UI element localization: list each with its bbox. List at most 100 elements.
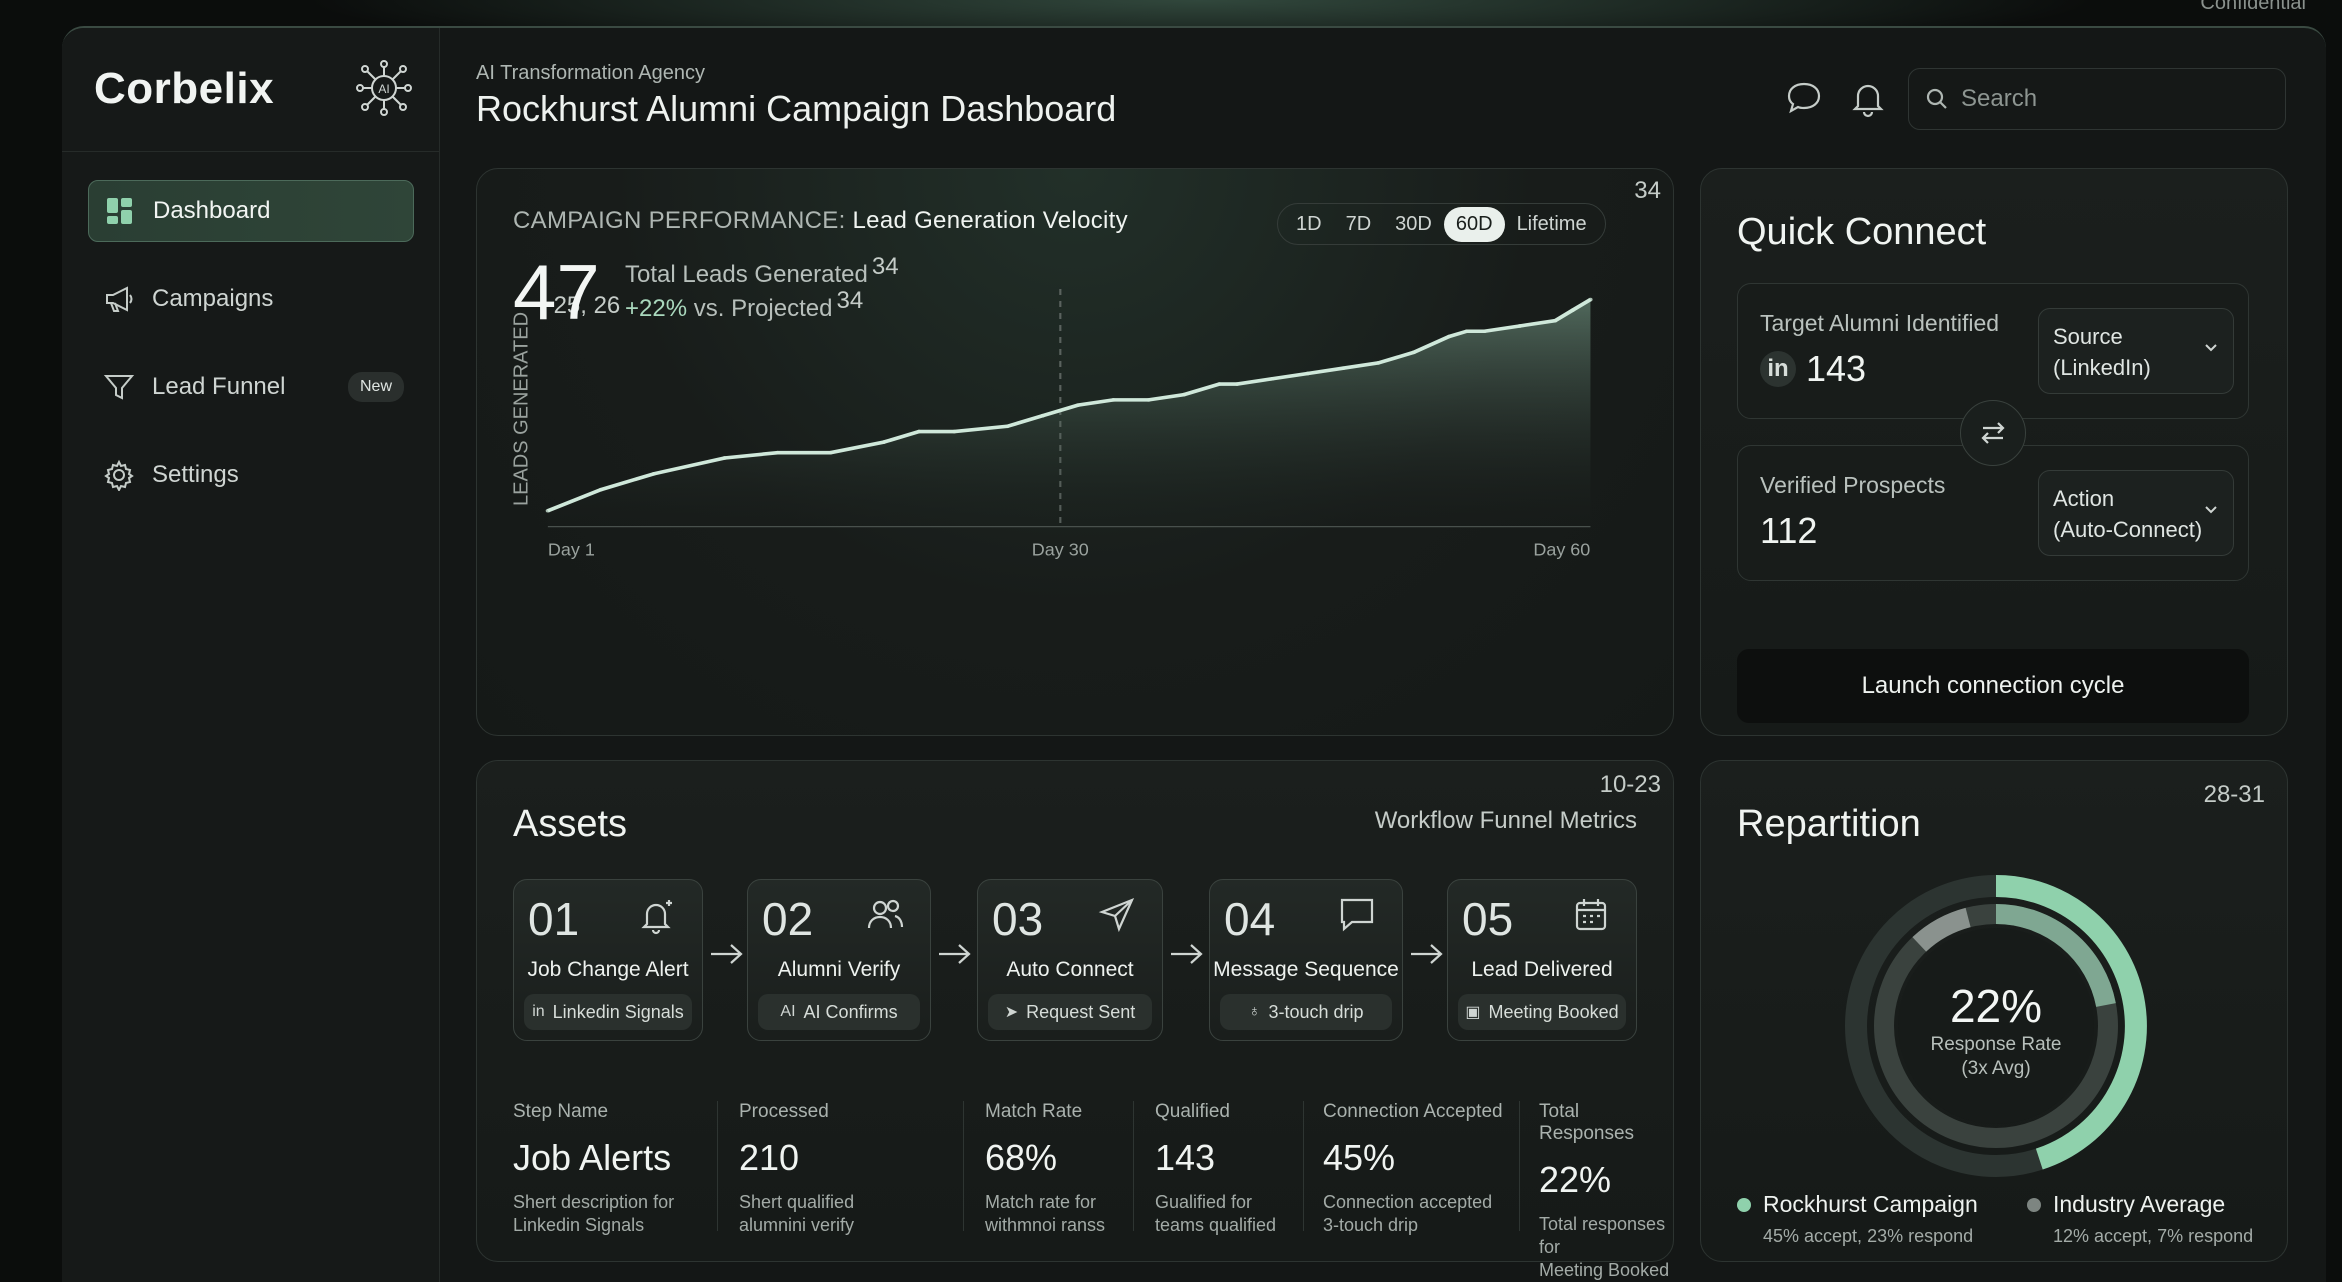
search-box[interactable] — [1908, 68, 2286, 130]
performance-title-main: Lead Generation Velocity — [852, 207, 1128, 234]
step-tag: ▣ Meeting Booked — [1458, 994, 1626, 1030]
data-point — [1482, 329, 1487, 334]
data-point — [545, 508, 551, 513]
data-point — [1005, 424, 1010, 429]
sidebar-item-settings[interactable]: Settings — [88, 444, 414, 506]
legend-industry: Industry Average 12% accept, 7% respond — [2027, 1191, 2253, 1247]
source-select-line2: (LinkedIn) — [2053, 355, 2151, 380]
metric-value: Job Alerts — [513, 1137, 672, 1178]
metric-step-name: Step Name Job Alerts Shert description f… — [513, 1101, 674, 1237]
funnel-icon — [102, 370, 136, 404]
total-leads-label: Total Leads Generated 34 — [625, 253, 899, 289]
metric-label: Match Rate — [985, 1101, 1083, 1122]
metric-value: 68% — [985, 1137, 1058, 1178]
metric-label: Step Name — [513, 1101, 609, 1122]
response-rate-sub1: Response Rate — [1930, 1034, 2062, 1055]
data-point — [1217, 382, 1222, 386]
workflow-step-3[interactable]: 03 Auto Connect ➤ Request Sent — [977, 879, 1163, 1041]
step-number: 04 — [1224, 893, 1276, 945]
metric-desc-line: Shert qualified — [739, 1192, 855, 1212]
gear-icon — [102, 458, 136, 492]
legend-desc: 45% accept, 23% respond — [1763, 1226, 1974, 1246]
bell-icon[interactable] — [1848, 78, 1888, 118]
workflow-step-4[interactable]: 04 Message Sequence ♁ 3-touch drip — [1209, 879, 1403, 1041]
step-number: 03 — [992, 893, 1044, 945]
step-tag-label: Linkedin Signals — [552, 1001, 684, 1022]
data-point — [1146, 398, 1151, 402]
performance-corner-number: 34 — [1634, 177, 1661, 204]
step-number: 01 — [528, 893, 580, 945]
step-number: 02 — [762, 893, 814, 945]
linkedin-icon: in — [532, 1003, 545, 1020]
step-name: Alumni Verify — [777, 958, 901, 981]
target-alumni-label: Target Alumni Identified — [1760, 310, 2000, 336]
projected-delta: +22% vs. Projected 34 — [625, 287, 863, 323]
range-tab-7d[interactable]: 7D — [1345, 212, 1372, 235]
chat-icon[interactable] — [1784, 78, 1824, 118]
arrow-right-icon — [1171, 944, 1203, 964]
response-rate-sub2: (3x Avg) — [1961, 1058, 2031, 1079]
lead-velocity-chart: Day 1 Day 30 Day 60 LEADS GENERATED 25, 26 — [511, 289, 1593, 559]
metric-value: 22% — [1539, 1159, 1612, 1200]
source-select[interactable]: Source (LinkedIn) — [2038, 308, 2234, 394]
data-point — [1411, 350, 1416, 355]
response-rate-donut — [1845, 875, 2147, 1177]
sidebar-item-lead-funnel[interactable]: Lead Funnel New — [88, 356, 414, 418]
data-point — [1270, 376, 1275, 381]
sidebar: Corbelix AI Dashboard — [62, 28, 440, 1282]
metric-description: Total responses for Meeting Booked — [1539, 1213, 1673, 1282]
metric-total-responses: Total Responses 22% Total responses for M… — [1539, 1101, 1673, 1282]
launch-connection-button[interactable]: Launch connection cycle — [1737, 649, 2249, 723]
performance-title-prefix: CAMPAIGN PERFORMANCE: — [513, 207, 846, 234]
megaphone-icon — [102, 282, 136, 316]
data-point — [1588, 297, 1593, 302]
assets-title: Assets — [513, 803, 628, 845]
action-select-line2: (Auto-Connect) — [2053, 517, 2203, 542]
search-input[interactable] — [1961, 85, 2261, 113]
step-tag: in Linkedin Signals — [524, 994, 692, 1030]
confidential-label: Confidential — [2200, 0, 2306, 14]
metric-label: Processed — [739, 1101, 829, 1122]
app-window: Corbelix AI Dashboard — [62, 26, 2326, 1282]
metric-desc-line: Total responses for — [1539, 1214, 1666, 1257]
donut-inner-value — [1995, 904, 2116, 1008]
metric-value: 210 — [739, 1137, 800, 1178]
quick-connect-title: Quick Connect — [1737, 211, 1987, 253]
linkedin-icon: in — [1760, 351, 1796, 387]
swap-button[interactable] — [1960, 400, 2026, 466]
repartition-title: Repartition — [1737, 803, 1921, 845]
legend-name: Rockhurst Campaign — [1763, 1191, 1978, 1217]
step-tag: ➤ Request Sent — [988, 994, 1152, 1030]
range-tab-lifetime[interactable]: Lifetime — [1516, 212, 1587, 235]
data-point — [828, 450, 833, 455]
y-axis-label: LEADS GENERATED — [511, 312, 533, 506]
data-point — [1234, 382, 1240, 386]
header-subtitle: AI Transformation Agency — [476, 62, 706, 84]
range-tab-30d[interactable]: 30D — [1395, 212, 1432, 235]
arrow-right-icon — [1411, 944, 1443, 964]
workflow-step-2[interactable]: 02 Alumni Verify AI AI Confirms — [747, 879, 931, 1041]
calendar-icon — [1575, 899, 1607, 931]
sidebar-item-dashboard[interactable]: Dashboard — [88, 180, 414, 242]
verified-prospects-label: Verified Prospects — [1760, 472, 1946, 498]
repartition-panel: Repartition 28-31 22% Response Rate (3x … — [1700, 760, 2288, 1262]
legend-rockhurst: Rockhurst Campaign 45% accept, 23% respo… — [1737, 1191, 1978, 1247]
range-tab-1d[interactable]: 1D — [1296, 212, 1322, 235]
total-leads-text: Total Leads Generated — [625, 261, 868, 288]
x-tick-label: Day 1 — [548, 539, 595, 559]
swap-arrows-icon — [1981, 422, 2005, 444]
svg-text:AI: AI — [378, 82, 389, 96]
calendar-small-icon: ▣ — [1465, 1004, 1481, 1021]
step-name: Job Change Alert — [527, 958, 689, 981]
step-tag-label: 3-touch drip — [1268, 1001, 1364, 1022]
new-badge: New — [347, 372, 404, 402]
metric-desc-line: withmnoi ranss — [985, 1215, 1106, 1235]
range-tab-60d[interactable]: 60D — [1443, 206, 1505, 242]
metric-desc-line: Gualified for — [1155, 1192, 1253, 1212]
ai-icon: AI — [780, 1003, 796, 1020]
workflow-step-1[interactable]: 01 Job Change Alert in Linkedin Signals — [513, 879, 703, 1041]
data-point — [1181, 392, 1187, 397]
workflow-step-5[interactable]: 05 Lead Delivered ▣ Meeting Booked — [1447, 879, 1637, 1041]
sidebar-item-campaigns[interactable]: Campaigns — [88, 268, 414, 330]
action-select[interactable]: Action (Auto-Connect) — [2038, 470, 2234, 556]
